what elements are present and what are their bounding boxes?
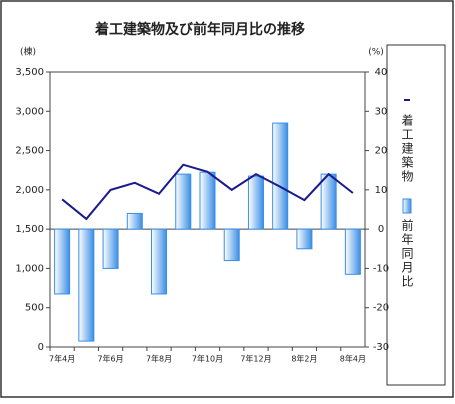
y-tick-label: 2,000 — [15, 185, 44, 196]
y2-unit: (%) — [368, 48, 384, 58]
y2-tick-label: -30 — [373, 342, 389, 353]
bar — [296, 228, 313, 250]
x-tick-label: 8年4月 — [340, 354, 366, 364]
y-tick-label: 2,500 — [15, 146, 44, 157]
y2-tick-label: 10 — [375, 185, 388, 196]
x-tick-label: 7年6月 — [97, 354, 123, 364]
bar — [272, 122, 289, 230]
legend-swatch — [402, 198, 412, 214]
y-tick-label: 3,000 — [15, 106, 44, 117]
bar — [175, 173, 192, 230]
plot-border — [49, 71, 366, 348]
bar — [126, 212, 143, 230]
x-tick-label: 7年8月 — [146, 354, 172, 364]
y2-tick-label: 20 — [375, 146, 388, 157]
chart-title: 着工建築物及び前年同月比の推移 — [94, 21, 305, 38]
y-tick-label: 1,000 — [15, 263, 44, 274]
x-tick-label: 8年2月 — [291, 354, 317, 364]
bar — [344, 228, 361, 275]
bar — [54, 228, 71, 295]
x-tick-label: 7年10月 — [192, 354, 223, 364]
y-unit: (棟) — [20, 46, 36, 58]
legend-label: 前年同月比 — [400, 218, 414, 289]
y-tick-label: 1,500 — [15, 224, 44, 235]
bar — [151, 228, 168, 295]
bar — [102, 228, 119, 269]
bar — [199, 171, 216, 230]
y-tick-label: 500 — [25, 303, 44, 314]
y2-tick-label: 40 — [375, 67, 388, 78]
bar — [223, 228, 240, 262]
x-tick-label: 7年12月 — [240, 354, 271, 364]
y2-tick-label: -20 — [373, 303, 389, 314]
legend-label: 着工建築物 — [400, 113, 414, 184]
x-tick-label: 7年4月 — [49, 354, 75, 364]
y2-tick-label: 30 — [375, 106, 388, 117]
bar — [247, 175, 264, 230]
line — [61, 163, 354, 221]
y-tick-label: 0 — [38, 342, 44, 353]
y2-tick-label: -10 — [373, 263, 389, 274]
bar — [78, 228, 95, 342]
y2-tick-label: 0 — [378, 224, 384, 235]
bar — [320, 173, 337, 230]
legend-box — [386, 44, 446, 386]
y-tick-label: 3,500 — [15, 67, 44, 78]
